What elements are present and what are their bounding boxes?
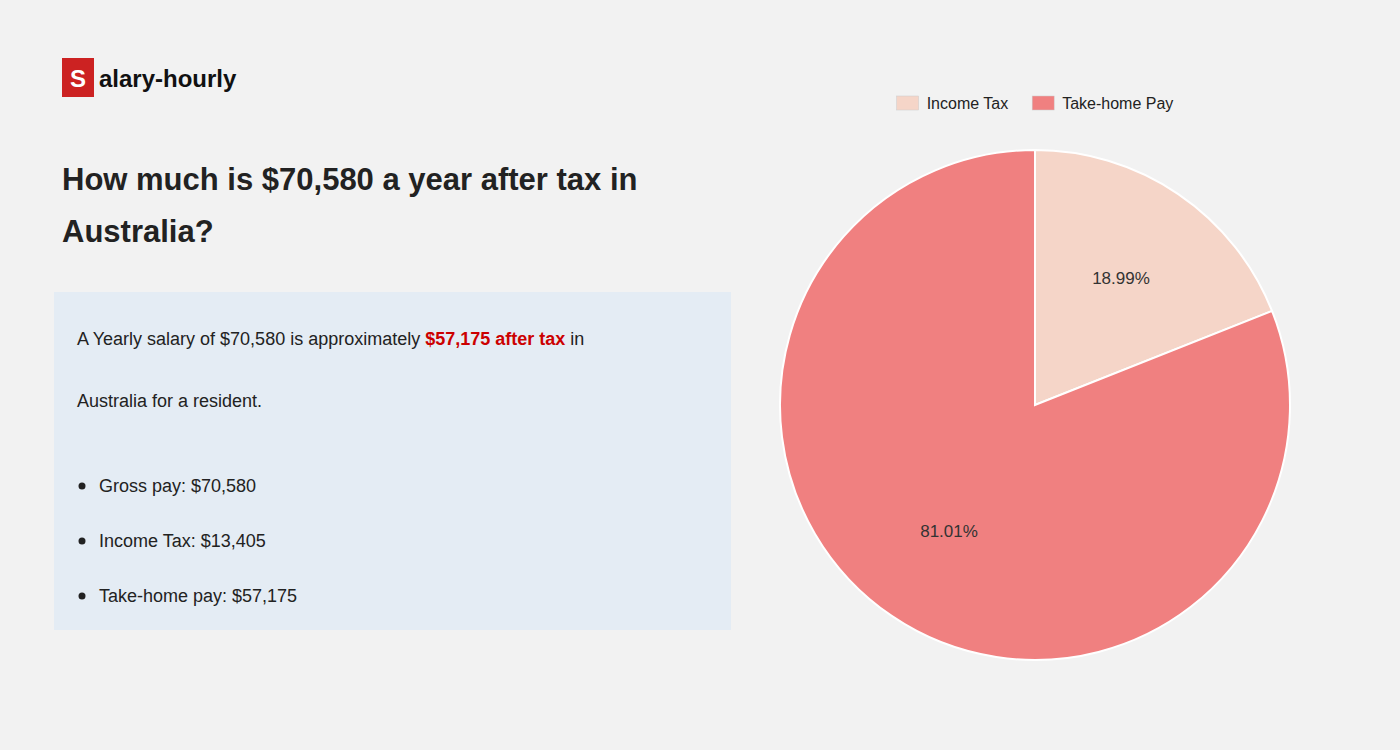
logo-box <box>62 58 94 97</box>
legend: Income Tax Take-home Pay <box>897 95 1174 112</box>
description-highlight: $57,175 after tax <box>425 329 565 349</box>
legend-item: Income Tax <box>897 95 1009 112</box>
bullet-dot <box>79 538 86 545</box>
legend-swatch <box>1032 96 1054 110</box>
pie-slice <box>780 150 1290 660</box>
data-label: 18.99% <box>1092 269 1150 288</box>
bullet-text: Gross pay: $70,580 <box>99 476 256 496</box>
background <box>0 0 1400 750</box>
logo-initial: S <box>70 65 86 92</box>
description: Australia for a resident. <box>77 391 262 411</box>
info-box <box>54 292 731 630</box>
legend-swatch <box>897 96 919 110</box>
legend-label: Income Tax <box>927 95 1009 112</box>
legend-label: Take-home Pay <box>1062 95 1173 112</box>
logo-text: alary-hourly <box>99 65 237 92</box>
bullet-text: Take-home pay: $57,175 <box>99 586 297 606</box>
title-line: Australia? <box>62 214 214 249</box>
description-part: A Yearly salary of $70,580 is approximat… <box>77 329 425 349</box>
bullet-dot <box>79 593 86 600</box>
bullet-text: Income Tax: $13,405 <box>99 531 266 551</box>
title: How much is $70,580 a year after tax in A… <box>62 162 638 249</box>
legend-item: Take-home Pay <box>1032 95 1173 112</box>
pie <box>780 150 1290 660</box>
data-label: 81.01% <box>920 522 978 541</box>
text-panel: Salary-hourly How much is $70,580 a year … <box>54 58 731 630</box>
chart: Salary-hourly How much is $70,580 a year … <box>0 0 1400 750</box>
description: A Yearly salary of $70,580 is approximat… <box>77 329 584 349</box>
bullet-dot <box>79 483 86 490</box>
data-labels: 18.99% 81.01% <box>920 269 1150 541</box>
title-line: How much is $70,580 a year after tax in <box>62 162 638 197</box>
description-part: in <box>565 329 584 349</box>
